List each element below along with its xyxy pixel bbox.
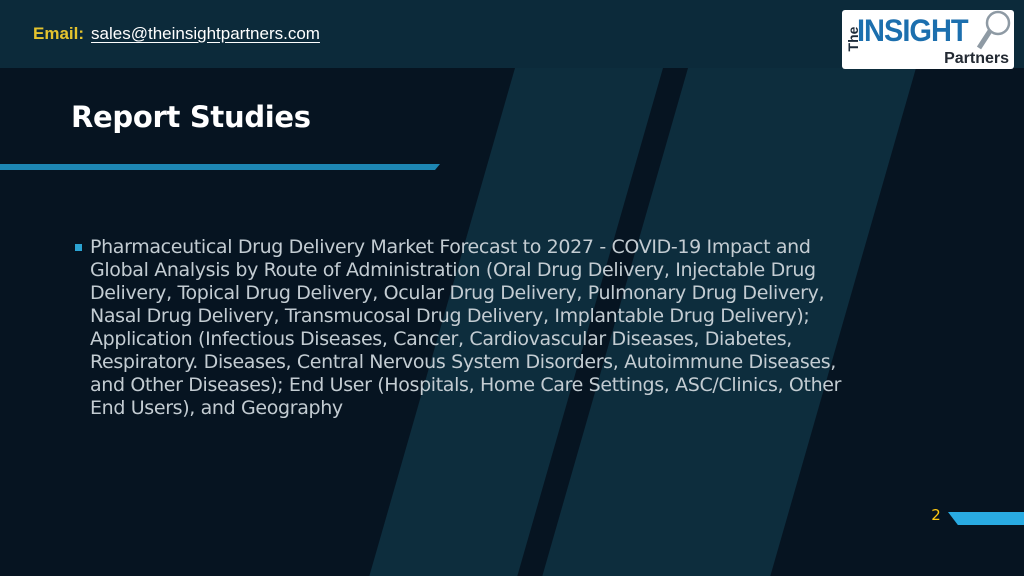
header-bar: Email: sales@theinsightpartners.com The I… bbox=[0, 0, 1024, 69]
logo: The INSIGHT Partners bbox=[842, 10, 1014, 69]
list-item: Pharmaceutical Drug Delivery Market Fore… bbox=[75, 236, 841, 420]
email-label: Email: bbox=[33, 24, 85, 43]
page-title: Report Studies bbox=[71, 100, 311, 134]
email-row: Email: sales@theinsightpartners.com bbox=[33, 23, 320, 45]
logo-insight-text: INSIGHT bbox=[857, 14, 969, 49]
title-underline-accent bbox=[0, 164, 440, 170]
page-number: 2 bbox=[931, 506, 941, 524]
magnifier-icon bbox=[976, 10, 1011, 50]
logo-partners-text: Partners bbox=[944, 50, 1009, 67]
page-number-banner bbox=[948, 512, 1024, 525]
bullet-text: Pharmaceutical Drug Delivery Market Fore… bbox=[90, 236, 842, 419]
email-link[interactable]: sales@theinsightpartners.com bbox=[91, 24, 320, 43]
bullet-icon bbox=[75, 244, 82, 251]
